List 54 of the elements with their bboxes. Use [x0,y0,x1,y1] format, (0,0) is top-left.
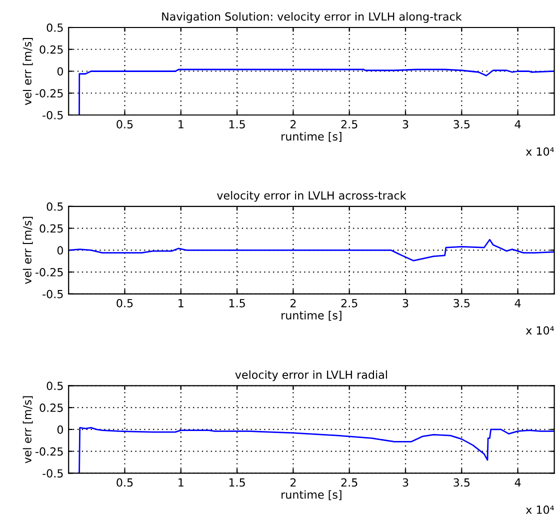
y-tick-label: 0 [57,425,63,434]
x-tick-label: 3 [402,298,408,308]
x-tick-label: 2.5 [341,298,358,308]
chart-title: velocity error in LVLH across-track [216,191,406,202]
y-tick-label: 0.25 [40,404,63,412]
x-axis-title: runtime [s] [282,132,342,142]
x-tick-label: 4 [514,478,521,487]
line-series [78,427,554,474]
y-tick-label: -0.25 [36,89,63,98]
x-tick-label: 2.5 [341,478,358,487]
y-axis-title: vel err [m/s] [22,396,33,464]
line-series [68,238,554,262]
x-tick-label: 1 [178,478,184,487]
x-tick-label: 1.5 [229,299,245,308]
x-tick-label: 4 [514,120,521,128]
y-tick-label: -0.5 [42,469,63,478]
x-tick-label: 2 [290,298,296,308]
x-tick-label: 1.5 [229,478,245,487]
x-axis-title: runtime [s] [282,310,342,321]
x-tick-label: 0.5 [116,120,133,128]
y-tick-label: 0.5 [46,202,63,211]
chart-title: Navigation Solution: velocity error in LVLH along-track [162,12,462,23]
x-tick-label: 2.5 [341,120,358,128]
x-tick-label: 1 [178,120,184,128]
x-axis-title: runtime [s] [282,490,342,500]
x-tick-label: 0.5 [116,298,133,308]
x-tick-label: 3 [402,478,408,487]
y-tick-label: -0.25 [36,447,63,456]
y-tick-label: 0.5 [46,382,63,390]
x-tick-label: 0.5 [116,478,133,487]
x-tick-label: 4 [514,299,521,308]
text: x 10⁴ [526,147,554,156]
y-tick-label: 0 [57,67,63,76]
y-tick-label: -0.25 [36,268,63,276]
y-axis-title: vel err [m/s] [22,216,33,284]
x-tick-label: 3 [402,120,408,128]
x-tick-label: 1.5 [229,120,245,128]
y-tick-label: 0.25 [40,45,63,54]
x-tick-label: 3.5 [454,478,470,487]
y-tick-label: 0 [57,246,63,255]
x-tick-label: 1 [178,299,184,308]
line-series [78,68,554,115]
x-tick-label: 2 [290,120,296,128]
x-tick-label: 2 [290,478,296,487]
y-tick-label: -0.5 [42,110,63,120]
text: x 10⁴ [526,506,554,514]
chart-title: velocity error in LVLH radial [235,370,387,382]
x-tick-label: 3.5 [454,298,470,308]
text: x 10⁴ [526,326,554,335]
y-tick-label: -0.5 [42,290,63,298]
y-axis-title: vel err [m/s] [22,38,33,106]
y-tick-label: 0.5 [46,23,63,32]
x-tick-label: 3.5 [454,120,470,128]
y-tick-label: 0.25 [40,224,63,233]
